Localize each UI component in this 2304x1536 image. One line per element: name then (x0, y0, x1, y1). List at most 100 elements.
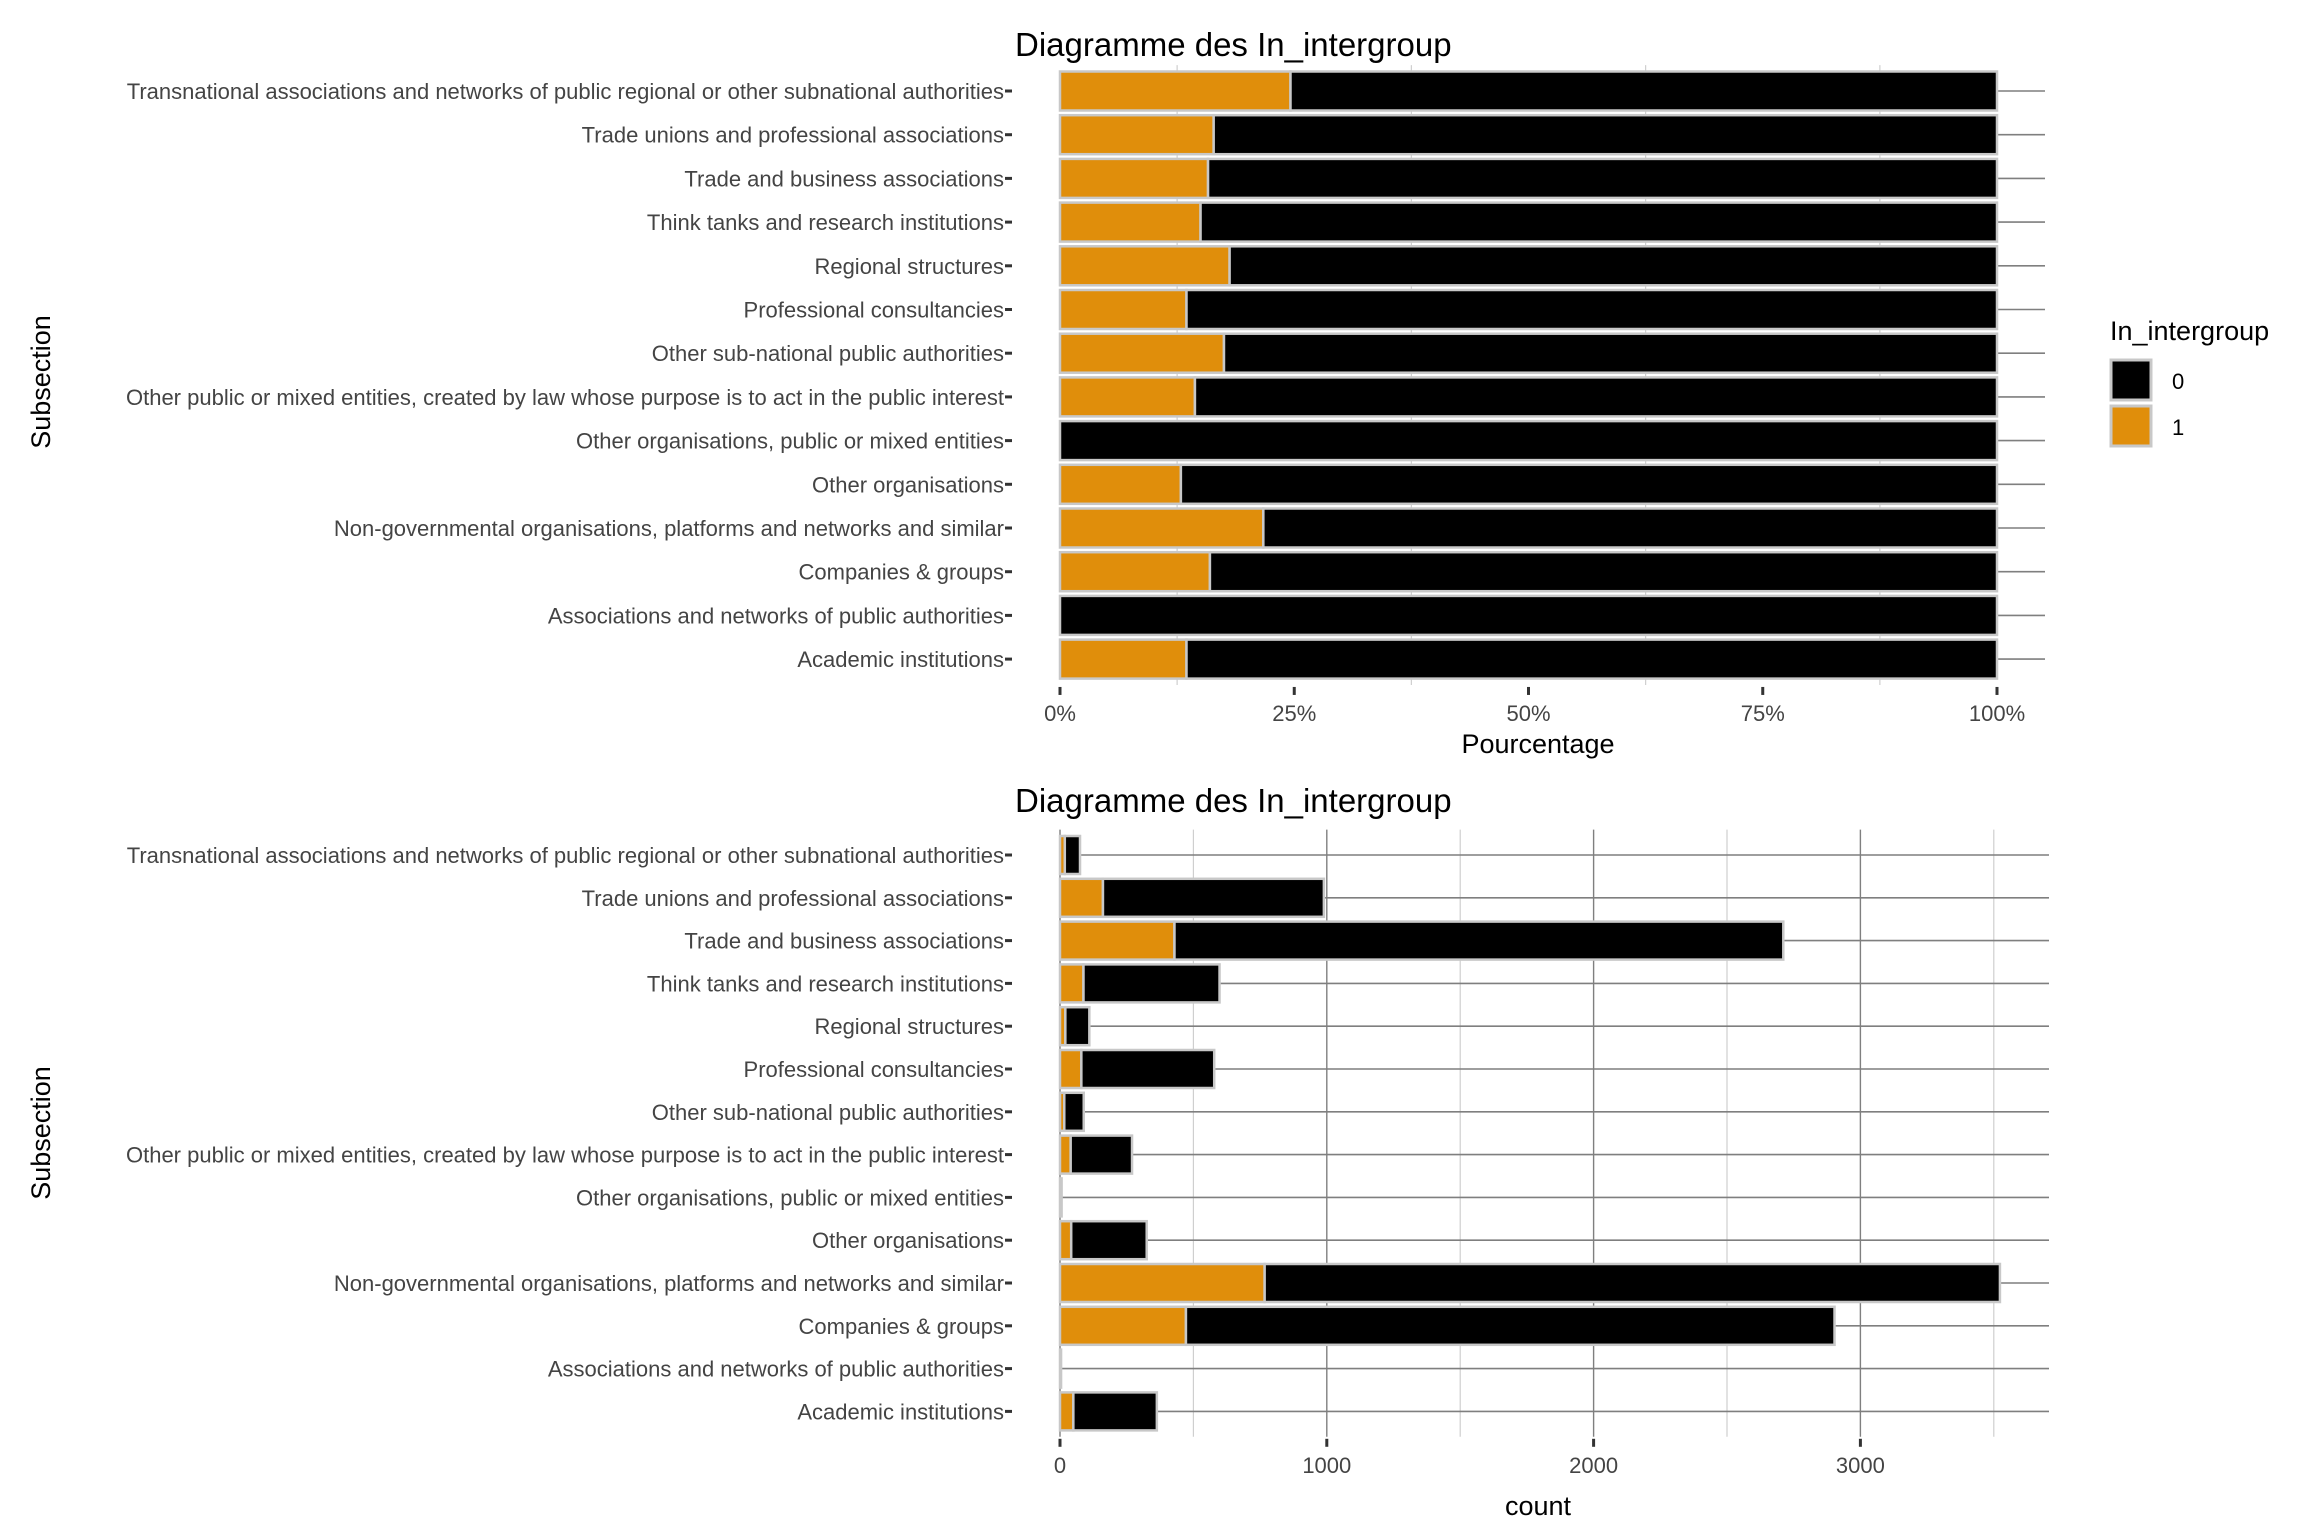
x-tick-label: 0% (1044, 701, 1076, 726)
y-tick-label: Trade and business associations (684, 929, 1004, 954)
bar-segment-1 (1058, 1391, 1075, 1432)
bar-segment-0 (1179, 463, 1999, 506)
bar-segment-0 (1222, 332, 1999, 374)
y-tick-label: Professional consultancies (744, 1057, 1004, 1082)
bar-segment-1 (1058, 1262, 1266, 1304)
bar-segment-0 (1072, 1391, 1159, 1432)
percentage-chart: Transnational associations and networks … (26, 26, 2045, 759)
y-tick-label: Other public or mixed entities, created … (126, 1143, 1004, 1168)
bar-segment-0 (1193, 376, 1999, 418)
bar-segment-0 (1080, 1048, 1216, 1090)
x-tick-label: 100% (1969, 701, 2025, 726)
bar-segment-1 (1058, 463, 1183, 506)
bar-segment-0 (1263, 1262, 2002, 1304)
y-tick-label: Other organisations, public or mixed ent… (576, 429, 1004, 454)
y-tick-label: Non-governmental organisations, platform… (334, 516, 1004, 541)
bar-segment-0 (1206, 157, 1999, 200)
y-tick-label: Trade and business associations (684, 166, 1004, 191)
y-tick-label: Regional structures (814, 1014, 1004, 1039)
y-tick-label: Regional structures (814, 254, 1004, 279)
bar-segment-1 (1058, 1048, 1083, 1090)
bar-segment-0 (1058, 1348, 1063, 1389)
legend-label-1: 1 (2172, 415, 2184, 440)
x-tick-label: 3000 (1836, 1453, 1885, 1478)
bar-segment-0 (1064, 1005, 1091, 1047)
bar-segment-1 (1058, 70, 1292, 112)
count-y-axis-title: Subsection (26, 1066, 56, 1200)
bar-segment-0 (1058, 419, 1999, 462)
bar-segment-0 (1228, 245, 1999, 287)
y-tick-label: Transnational associations and networks … (127, 843, 1004, 868)
bar-segment-1 (1058, 288, 1188, 331)
y-tick-label: Companies & groups (799, 560, 1004, 585)
percentage-x-tick-labels: 0% 25% 50% 75% 100% (1044, 686, 2025, 726)
bar-segment-0 (1289, 70, 1999, 112)
bar-segment-0 (1185, 288, 1999, 331)
count-bars (1058, 834, 2002, 1432)
percentage-bars (1058, 70, 1999, 680)
bar-segment-1 (1058, 1305, 1188, 1347)
bar-segment-0 (1058, 1177, 1063, 1218)
y-tick-label: Transnational associations and networks … (127, 79, 1004, 104)
bar-segment-0 (1212, 113, 1999, 156)
bar-segment-1 (1058, 113, 1215, 156)
y-tick-label: Other sub-national public authorities (652, 341, 1004, 366)
y-tick-label: Academic institutions (797, 647, 1004, 672)
bar-segment-0 (1063, 834, 1082, 876)
bar-segment-0 (1199, 201, 1999, 243)
y-tick-label: Other organisations (812, 472, 1004, 497)
y-tick-label: Trade unions and professional associatio… (582, 123, 1004, 148)
legend-title: In_intergroup (2110, 316, 2269, 346)
y-tick-label: Companies & groups (799, 1314, 1004, 1339)
x-tick-label: 25% (1272, 701, 1316, 726)
legend-key-1 (2109, 404, 2153, 448)
bar-segment-0 (1185, 638, 1999, 680)
bar-segment-1 (1058, 201, 1202, 243)
bar-segment-1 (1058, 550, 1212, 593)
y-tick-label: Academic institutions (797, 1399, 1004, 1424)
bar-segment-1 (1058, 507, 1265, 549)
y-tick-label: Other public or mixed entities, created … (126, 385, 1004, 410)
y-tick-label: Think tanks and research institutions (647, 210, 1004, 235)
count-chart: Transnational associations and networks … (26, 782, 2049, 1521)
bar-segment-1 (1058, 157, 1210, 200)
x-tick-label: 2000 (1569, 1453, 1618, 1478)
x-tick-label: 75% (1741, 701, 1785, 726)
y-tick-label: Think tanks and research institutions (647, 971, 1004, 996)
y-tick-label: Associations and networks of public auth… (548, 1357, 1004, 1382)
x-tick-label: 0 (1054, 1453, 1066, 1478)
bar-segment-0 (1058, 594, 1999, 637)
percentage-y-axis-title: Subsection (26, 315, 56, 449)
x-tick-label: 1000 (1302, 1453, 1351, 1478)
y-tick-label: Non-governmental organisations, platform… (334, 1271, 1004, 1296)
count-y-tick-labels: Transnational associations and networks … (126, 843, 1012, 1424)
y-tick-label: Trade unions and professional associatio… (582, 886, 1004, 911)
bar-segment-0 (1184, 1305, 1836, 1347)
bar-segment-1 (1058, 963, 1085, 1004)
percentage-x-axis-title: Pourcentage (1461, 729, 1614, 759)
bar-segment-0 (1082, 963, 1221, 1004)
legend-key-0 (2109, 358, 2153, 402)
bar-segment-1 (1058, 376, 1197, 418)
bar-segment-0 (1101, 877, 1326, 919)
bar-segment-0 (1063, 1091, 1085, 1133)
y-tick-label: Professional consultancies (744, 298, 1004, 323)
bar-segment-1 (1058, 877, 1105, 919)
count-chart-title: Diagramme des In_intergroup (1015, 782, 1452, 819)
y-tick-label: Other sub-national public authorities (652, 1100, 1004, 1125)
bar-segment-1 (1058, 920, 1176, 961)
bar-segment-0 (1262, 507, 1999, 549)
bar-segment-0 (1069, 1134, 1134, 1175)
y-tick-label: Associations and networks of public auth… (548, 603, 1004, 628)
bar-segment-0 (1069, 1219, 1148, 1261)
bar-segment-1 (1058, 245, 1231, 287)
bar-segment-1 (1058, 1134, 1072, 1175)
bar-segment-1 (1058, 638, 1188, 680)
legend: In_intergroup 0 1 (2109, 316, 2269, 448)
bar-segment-1 (1058, 332, 1226, 374)
bar-segment-0 (1173, 920, 1785, 961)
bar-segment-1 (1058, 1219, 1073, 1261)
y-tick-label: Other organisations (812, 1228, 1004, 1253)
bar-segment-0 (1208, 550, 1999, 593)
